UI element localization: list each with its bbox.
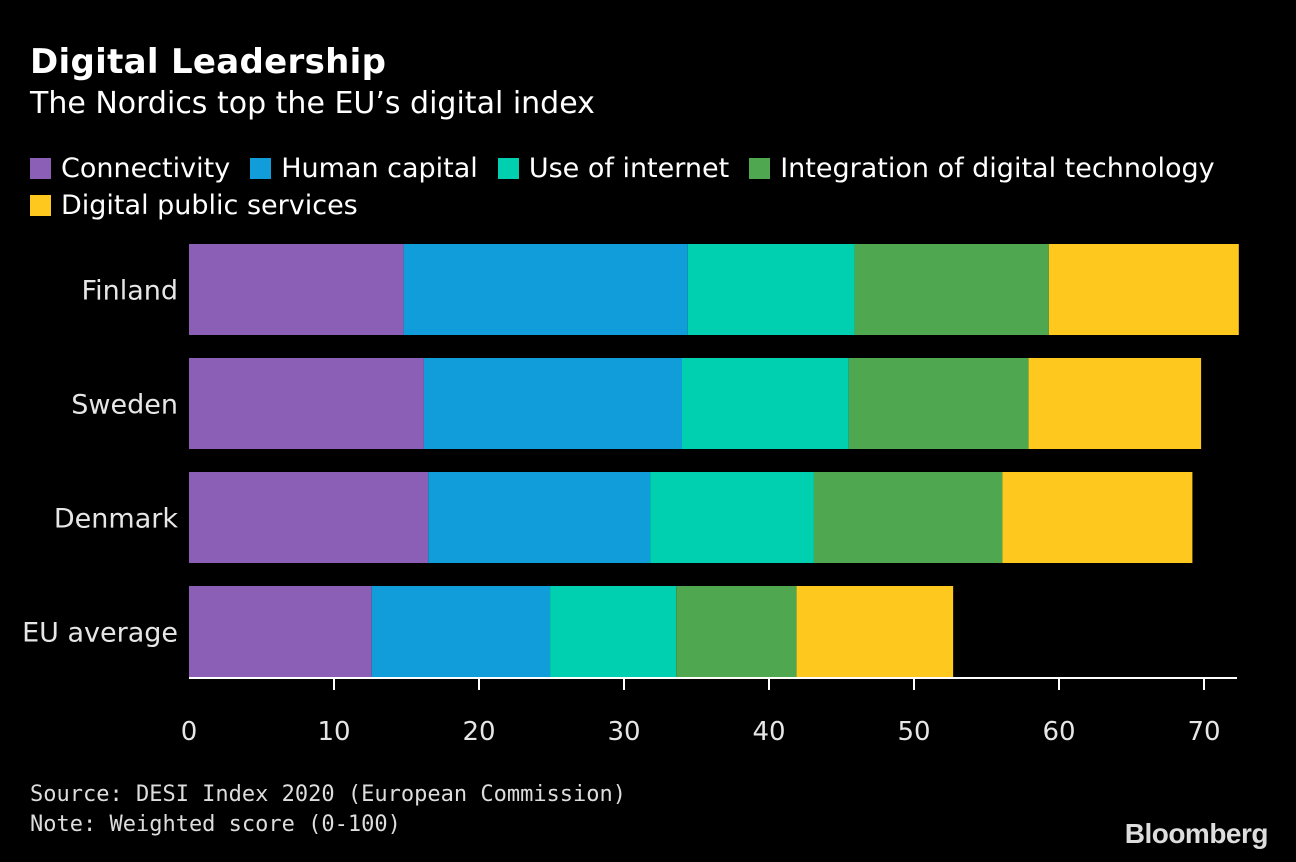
legend-row: Connectivity Human capital Use of intern… <box>30 150 1270 187</box>
legend-item-integration: Integration of digital technology <box>749 153 1215 184</box>
bar-eu-average-segment-0 <box>189 586 372 677</box>
bar-denmark-segment-2 <box>650 472 814 563</box>
x-tick-label: 20 <box>462 717 495 747</box>
x-tick-label: 50 <box>897 717 930 747</box>
bar-eu-average-segment-4 <box>796 586 954 677</box>
bar-finland-segment-0 <box>189 244 404 335</box>
note-text: Note: Weighted score (0-100) <box>30 812 401 837</box>
legend: Connectivity Human capital Use of intern… <box>30 150 1270 224</box>
legend-swatch <box>749 158 771 179</box>
chart-subtitle: The Nordics top the EU’s digital index <box>30 86 595 121</box>
legend-swatch <box>30 195 51 216</box>
bar-denmark-segment-1 <box>428 472 651 563</box>
bar-finland-segment-1 <box>403 244 688 335</box>
legend-item-human-capital: Human capital <box>250 153 478 184</box>
bar-sweden-segment-4 <box>1028 358 1202 449</box>
legend-row: Digital public services <box>30 187 1270 224</box>
category-label: Sweden <box>71 390 178 421</box>
source-notes: Source: DESI Index 2020 (European Commis… <box>30 780 626 840</box>
legend-item-public-services: Digital public services <box>30 190 358 221</box>
bar-eu-average-segment-3 <box>676 586 797 677</box>
legend-label: Digital public services <box>61 190 358 221</box>
source-text: Source: DESI Index 2020 (European Commis… <box>30 782 627 807</box>
bar-eu-average-segment-1 <box>371 586 551 677</box>
chart-title: Digital Leadership <box>30 42 387 82</box>
legend-label: Connectivity <box>61 153 231 184</box>
legend-swatch <box>497 158 519 179</box>
bar-eu-average-segment-2 <box>550 586 677 677</box>
bar-sweden-segment-0 <box>189 358 424 449</box>
category-label: Denmark <box>54 504 178 535</box>
legend-item-use-of-internet: Use of internet <box>497 153 730 184</box>
x-tick-label: 30 <box>607 717 640 747</box>
x-tick-label: 0 <box>181 717 198 747</box>
x-tick-label: 40 <box>752 717 785 747</box>
bar-finland-segment-2 <box>687 244 855 335</box>
legend-item-connectivity: Connectivity <box>30 153 230 184</box>
category-label: Finland <box>82 276 178 307</box>
legend-label: Human capital <box>281 153 478 184</box>
bar-sweden-segment-3 <box>848 358 1029 449</box>
legend-label: Integration of digital technology <box>780 153 1215 184</box>
bar-finland-segment-4 <box>1048 244 1239 335</box>
bar-denmark-segment-0 <box>189 472 429 563</box>
bloomberg-logo: Bloomberg <box>1124 818 1269 849</box>
x-tick-label: 10 <box>317 717 350 747</box>
bar-finland-segment-3 <box>854 244 1049 335</box>
bar-denmark-segment-3 <box>813 472 1003 563</box>
category-label: EU average <box>22 618 178 649</box>
x-tick-label: 60 <box>1042 717 1075 747</box>
bar-sweden-segment-2 <box>682 358 849 449</box>
legend-swatch <box>30 158 51 179</box>
bar-denmark-segment-4 <box>1002 472 1193 563</box>
legend-label: Use of internet <box>528 153 730 184</box>
x-tick-label: 70 <box>1187 717 1220 747</box>
legend-swatch <box>250 158 272 179</box>
bar-sweden-segment-1 <box>423 358 682 449</box>
